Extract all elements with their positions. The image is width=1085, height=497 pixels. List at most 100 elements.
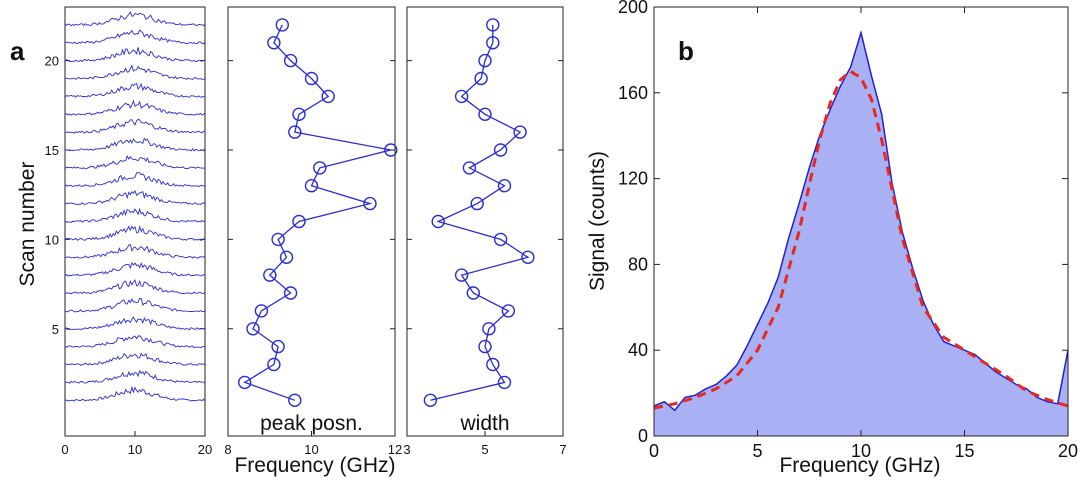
peak-marker [237, 375, 252, 390]
scan-spectrum [64, 10, 206, 27]
scan-spectrum [64, 118, 206, 134]
width-marker [482, 322, 496, 336]
width-xtick-label: 5 [481, 442, 488, 457]
scans-xtick-label: 20 [198, 442, 212, 457]
scans-ytick-label: 10 [45, 232, 59, 247]
peak-marker [271, 339, 285, 354]
panel-b-xlabel: Frequency (GHz) [779, 454, 940, 477]
peak-marker [263, 268, 277, 282]
width-annotation: width [459, 412, 509, 435]
peak-marker [246, 322, 260, 336]
scan-spectrum [64, 154, 206, 170]
peak-marker [313, 161, 327, 175]
width-marker [513, 125, 527, 139]
b-xtick-label: 5 [752, 441, 762, 461]
b-ytick-label: 200 [618, 0, 648, 17]
panel-b-ylabel: Signal (counts) [586, 151, 609, 291]
width-marker [466, 286, 480, 300]
width-marker [478, 107, 492, 122]
b-xtick-label: 10 [851, 441, 871, 461]
width-marker [521, 250, 535, 264]
scans-ytick-label: 20 [45, 54, 59, 69]
width-marker [474, 71, 488, 86]
scans-xtick-label: 0 [61, 442, 68, 457]
scan-spectrum [64, 352, 206, 366]
width-marker [486, 18, 500, 32]
peak-annotation: peak posn. [260, 412, 363, 435]
b-xtick-label: 15 [954, 441, 974, 461]
width-marker [454, 268, 469, 282]
peak-marker [321, 89, 335, 104]
width-marker [497, 375, 512, 390]
peak-marker [304, 71, 319, 86]
width-xtick-label: 7 [559, 442, 566, 457]
scan-spectrum [64, 385, 206, 402]
width-marker [486, 36, 500, 50]
signal-area [654, 32, 1068, 436]
b-ytick-label: 120 [618, 169, 648, 189]
peak-marker [254, 304, 269, 318]
width-marker [462, 161, 477, 175]
scan-spectrum [64, 335, 205, 349]
peak-marker [384, 143, 398, 157]
peak-marker [267, 36, 281, 50]
scan-spectrum [64, 172, 206, 188]
peak-marker [275, 18, 289, 32]
scan-spectrum [64, 279, 206, 295]
peak-series-line [243, 24, 391, 401]
width-marker [486, 357, 500, 372]
scans-xtick-label: 10 [128, 442, 142, 457]
scan-spectrum [64, 207, 206, 223]
panel-a-label: a [10, 36, 25, 66]
b-xtick-label: 20 [1058, 441, 1078, 461]
width-frame [406, 6, 564, 437]
peak-marker [304, 178, 319, 193]
panel-a-xlabel: Frequency (GHz) [234, 454, 395, 477]
peak-xtick-label: 12 [388, 442, 402, 457]
subplot-width: 3 5 7 width [403, 6, 567, 457]
peak-xtick-label: 10 [304, 442, 318, 457]
width-marker [478, 53, 492, 68]
peak-marker [288, 125, 302, 139]
width-marker [501, 304, 516, 318]
scans-ytick-label: 15 [45, 143, 59, 158]
scan-spectrum [64, 297, 206, 313]
peak-marker [267, 357, 281, 372]
fit-line [653, 69, 1069, 410]
scans-ytick-label: 5 [52, 322, 59, 337]
scan-spectrum [64, 261, 206, 277]
signal-line [653, 29, 1069, 412]
peak-marker [292, 214, 306, 229]
scan-spectrum [64, 369, 206, 384]
peak-marker [288, 393, 302, 407]
scan-spectrum [64, 47, 206, 63]
peak-marker [279, 250, 294, 264]
b-ytick-label: 40 [628, 340, 648, 360]
scan-spectrum [64, 82, 206, 98]
b-ytick-label: 80 [628, 254, 648, 274]
scan-spectrum [64, 243, 206, 259]
peak-marker [271, 232, 285, 247]
width-marker [454, 89, 469, 104]
b-xtick-label: 0 [649, 441, 659, 461]
width-marker [497, 178, 512, 193]
scan-spectrum [64, 137, 206, 152]
peak-marker [283, 286, 298, 300]
width-marker [423, 393, 438, 407]
scan-spectrum [65, 64, 206, 80]
scan-spectrum [64, 225, 206, 241]
b-ytick-label: 0 [638, 426, 648, 446]
width-xtick-label: 3 [403, 442, 410, 457]
b-ytick-label: 160 [618, 83, 648, 103]
panel-b-label: b [678, 36, 694, 66]
width-marker [478, 339, 492, 354]
width-marker [493, 232, 508, 247]
peak-marker [283, 53, 298, 68]
subplot-scans: 0 10 20 5 10 15 20 [45, 6, 212, 457]
scan-spectrum [64, 99, 206, 116]
subplot-peak-position: 8 10 12 peak posn. [224, 6, 402, 457]
peak-marker [363, 196, 377, 211]
panel-a-ylabel: Scan number [16, 162, 39, 287]
